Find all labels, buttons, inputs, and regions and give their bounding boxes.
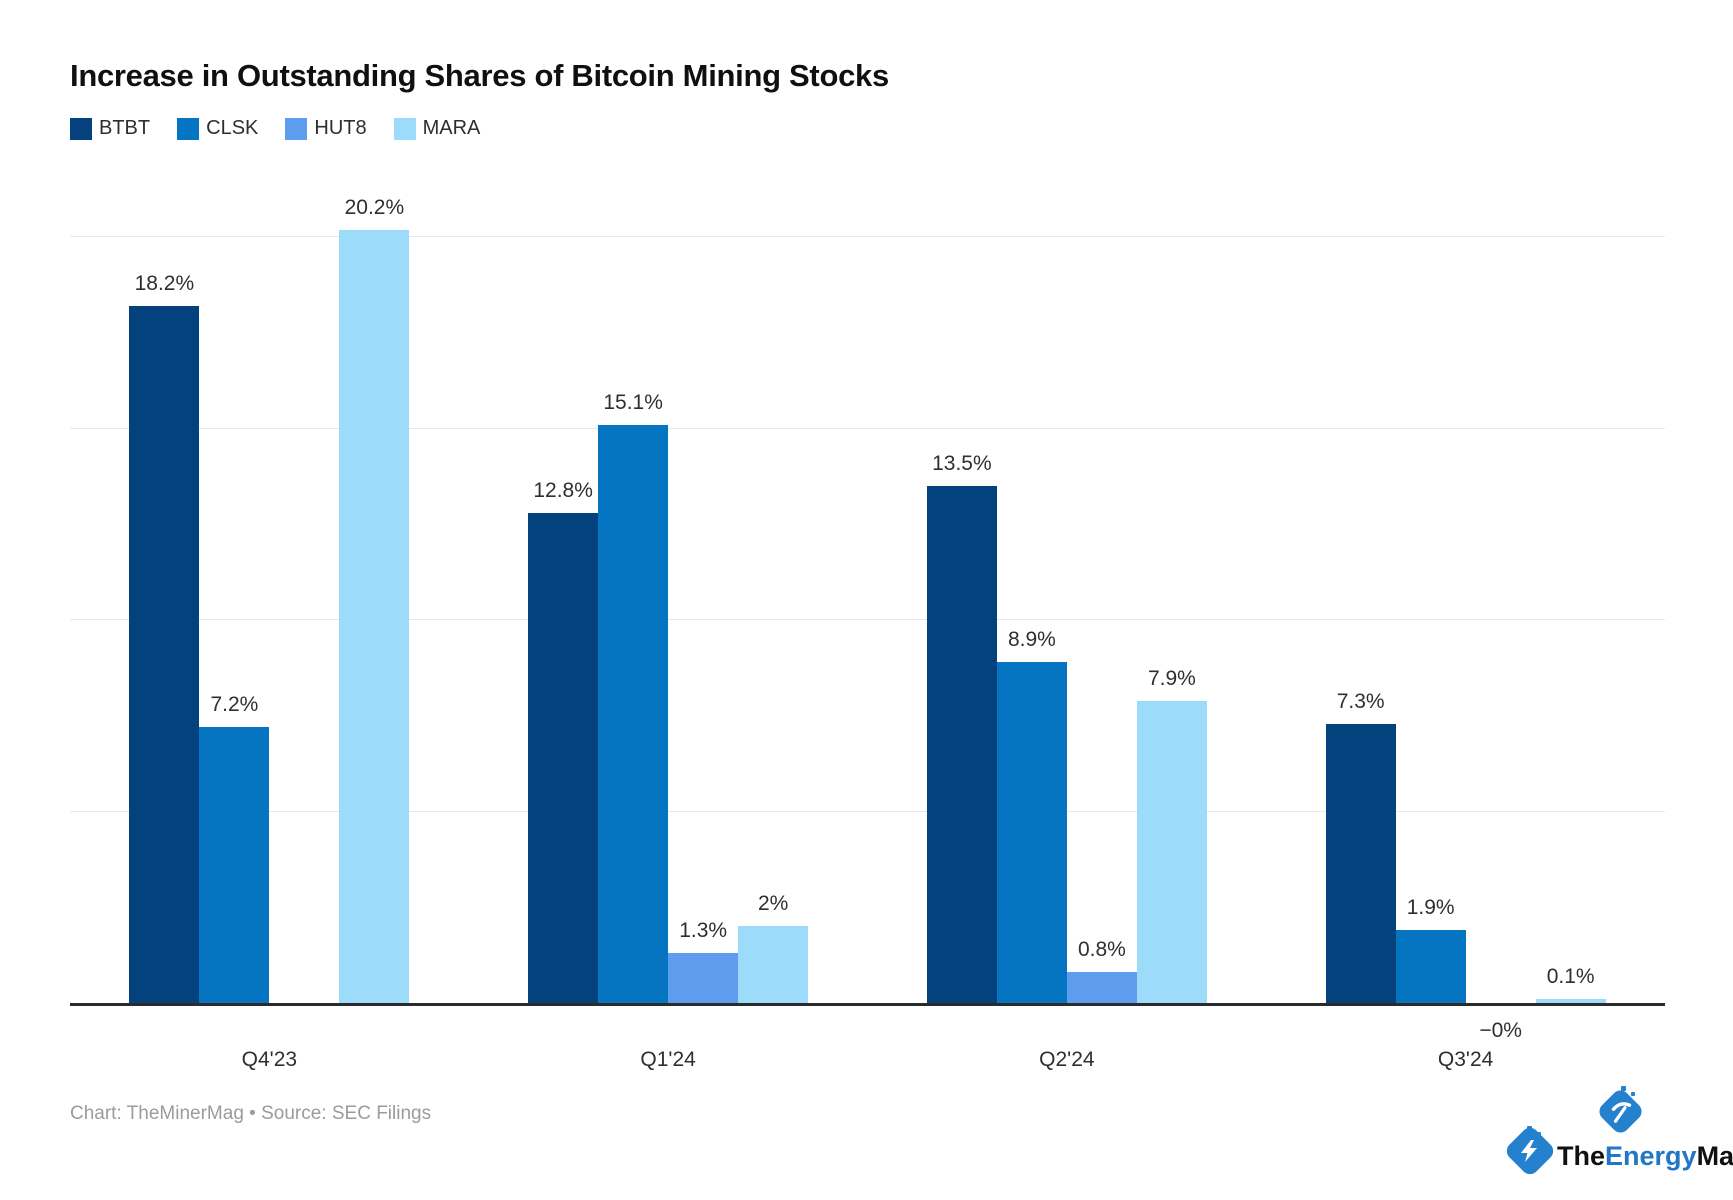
bar-value-label: 1.3% (679, 919, 728, 943)
legend-swatch-hut8 (285, 117, 308, 140)
bar-value-label: 0.8% (1077, 938, 1126, 962)
bar-clsk-q224 (996, 662, 1067, 1003)
sparkle-dot (1537, 1132, 1541, 1136)
gridline (70, 619, 1665, 621)
bar-value-label: 7.2% (210, 693, 259, 717)
legend-swatch-clsk (177, 117, 200, 140)
sparkle-dot (1614, 1095, 1617, 1098)
x-axis-label-q423: Q4'23 (241, 1048, 298, 1071)
legend-item-btbt: BTBT (70, 117, 150, 140)
sparkle-dot (1621, 1086, 1626, 1091)
bar-mara-q324 (1535, 999, 1606, 1003)
legend-item-hut8: HUT8 (285, 117, 367, 140)
sparkle-dot (1520, 1135, 1523, 1138)
bar-mara-q423 (339, 229, 410, 1003)
brand-text: TheEnergyMag (1557, 1141, 1733, 1172)
footer-credit: Chart: TheMinerMag • Source: SEC Filings (70, 1103, 432, 1124)
bar-clsk-q423 (199, 727, 270, 1003)
bar-value-label: 12.8% (533, 478, 593, 502)
bar-value-label: 13.5% (932, 452, 992, 476)
bar-value-label: 2% (757, 892, 789, 916)
x-axis-label-q324: Q3'24 (1437, 1048, 1494, 1071)
x-axis-label-q124: Q1'24 (640, 1048, 696, 1071)
bar-value-label: 15.1% (603, 390, 663, 414)
pickaxe-badge (1595, 1086, 1646, 1137)
bar-value-label: 7.3% (1336, 689, 1385, 713)
bar-value-label: −0% (1479, 1019, 1522, 1042)
lightning-bolt-icon (1518, 1139, 1542, 1163)
bar-value-label: 1.9% (1406, 896, 1455, 920)
legend-label: CLSK (206, 117, 259, 139)
bar-btbt-q324 (1325, 723, 1396, 1003)
gridline (70, 236, 1665, 238)
bar-btbt-q423 (129, 306, 200, 1003)
plot-area: 18.2% 12.8% 13.5% 7.3% 7.2% 15.1% 8.9% 1.9% 1.3%… (70, 195, 1665, 1042)
legend-item-clsk: CLSK (177, 117, 258, 140)
bar-value-label: 8.9% (1007, 628, 1056, 652)
sparkle-dot (1527, 1126, 1532, 1131)
bar-mara-q124 (738, 926, 809, 1003)
axis-baseline (70, 1003, 1665, 1006)
legend-label: HUT8 (314, 117, 367, 139)
brand-logo[interactable]: TheEnergyMag (1453, 1086, 1733, 1192)
bar-value-label: 0.1% (1546, 965, 1595, 989)
legend-label: BTBT (99, 117, 151, 139)
sparkle-dot (1631, 1092, 1635, 1096)
bar-hut8-q224 (1066, 972, 1137, 1003)
bar-hut8-q124 (668, 953, 739, 1003)
bar-value-label: 7.9% (1147, 666, 1196, 690)
chart-title: Increase in Outstanding Shares of Bitcoi… (70, 58, 889, 93)
brand-the: The (1557, 1141, 1606, 1171)
pickaxe-icon (1609, 1100, 1633, 1124)
legend-swatch-mara (393, 117, 416, 140)
legend-label: MARA (422, 117, 481, 139)
bar-clsk-q124 (598, 424, 669, 1003)
legend-item-mara: MARA (393, 117, 481, 140)
bar-mara-q224 (1136, 700, 1207, 1003)
bar-btbt-q124 (528, 512, 599, 1003)
lightning-badge (1503, 1124, 1557, 1178)
gridline (70, 810, 1665, 812)
brand-mag: Mag (1696, 1141, 1733, 1171)
bar-value-label: 20.2% (344, 195, 405, 219)
bar-btbt-q224 (926, 486, 997, 1003)
legend: BTBT CLSK HUT8 MARA (70, 117, 480, 140)
bar-clsk-q324 (1395, 930, 1466, 1003)
legend-swatch-btbt (70, 117, 92, 140)
x-axis-label-q224: Q2'24 (1039, 1048, 1095, 1071)
bar-value-label: 18.2% (134, 272, 195, 296)
gridline (70, 427, 1665, 429)
brand-energy: Energy (1605, 1141, 1697, 1171)
